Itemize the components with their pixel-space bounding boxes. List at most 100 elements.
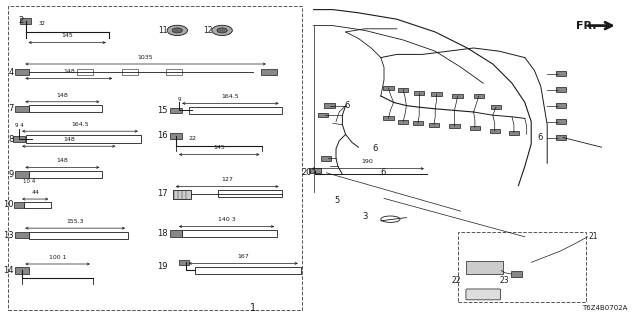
Text: 6: 6: [538, 133, 543, 142]
Bar: [170, 230, 182, 237]
Text: 9: 9: [177, 97, 181, 102]
Text: 6: 6: [344, 101, 349, 110]
Bar: [166, 69, 182, 75]
Text: 9: 9: [9, 170, 14, 179]
Bar: [170, 108, 182, 113]
Bar: [324, 103, 335, 108]
Text: 22: 22: [451, 276, 461, 285]
Text: T6Z4B0702A: T6Z4B0702A: [582, 305, 627, 311]
Bar: [309, 168, 321, 173]
Bar: [413, 121, 423, 125]
Bar: [15, 232, 29, 238]
Text: 32: 32: [38, 21, 45, 26]
Text: 20: 20: [301, 168, 312, 177]
Bar: [189, 107, 282, 114]
Bar: [321, 156, 331, 161]
Bar: [8, 6, 302, 310]
Bar: [414, 91, 424, 95]
Bar: [77, 69, 93, 75]
Bar: [458, 232, 586, 302]
Text: FR.: FR.: [576, 20, 596, 31]
Text: 23: 23: [499, 276, 509, 285]
Text: 22: 22: [189, 136, 197, 141]
Text: 10 4: 10 4: [22, 179, 35, 184]
Circle shape: [217, 28, 227, 33]
Bar: [13, 136, 25, 142]
Text: 9 4: 9 4: [15, 123, 24, 128]
Text: 167: 167: [237, 254, 249, 259]
Bar: [170, 133, 182, 139]
Text: 148: 148: [63, 69, 75, 74]
Bar: [15, 267, 29, 274]
Text: 148: 148: [56, 92, 68, 98]
Bar: [182, 230, 277, 237]
Bar: [556, 103, 566, 108]
Text: 14: 14: [4, 266, 14, 275]
Text: 17: 17: [157, 189, 168, 198]
Bar: [491, 105, 501, 109]
Bar: [452, 94, 463, 98]
Bar: [318, 113, 328, 117]
Bar: [429, 123, 439, 127]
Text: 21: 21: [589, 232, 598, 241]
Text: 145: 145: [213, 145, 225, 150]
Bar: [29, 105, 102, 112]
Text: 16: 16: [157, 132, 168, 140]
Text: 5: 5: [334, 196, 339, 205]
Text: 12: 12: [203, 26, 212, 35]
Ellipse shape: [381, 216, 400, 222]
Bar: [15, 106, 29, 112]
Bar: [449, 124, 460, 128]
Text: 190: 190: [362, 159, 374, 164]
Circle shape: [167, 25, 188, 36]
Bar: [24, 202, 51, 208]
Bar: [556, 87, 566, 92]
Text: 155.3: 155.3: [67, 219, 84, 224]
Bar: [383, 86, 394, 90]
Text: 148: 148: [56, 158, 68, 163]
Bar: [470, 126, 480, 130]
FancyBboxPatch shape: [466, 289, 500, 300]
Bar: [431, 92, 442, 96]
Bar: [179, 260, 189, 265]
Text: 145: 145: [61, 33, 73, 38]
Bar: [490, 129, 500, 133]
Text: 127: 127: [221, 177, 233, 182]
Bar: [195, 267, 301, 274]
Text: 13: 13: [3, 231, 14, 240]
Text: 3: 3: [363, 212, 368, 221]
Bar: [261, 69, 276, 75]
Text: 140 3: 140 3: [218, 217, 236, 222]
Text: 148: 148: [63, 137, 75, 142]
Text: 100 1: 100 1: [49, 255, 67, 260]
Text: 6: 6: [381, 168, 386, 177]
Circle shape: [212, 25, 232, 36]
Text: 18: 18: [157, 229, 168, 238]
Bar: [398, 120, 408, 124]
Bar: [509, 131, 519, 135]
Text: 2: 2: [19, 16, 24, 25]
Bar: [466, 261, 503, 274]
Text: 164.5: 164.5: [221, 94, 239, 99]
Text: 7: 7: [9, 104, 14, 113]
Text: 11: 11: [158, 26, 168, 35]
Bar: [474, 94, 484, 98]
Bar: [556, 71, 566, 76]
Bar: [29, 171, 102, 178]
Text: 44: 44: [31, 190, 39, 195]
Bar: [15, 202, 24, 208]
Text: 19: 19: [157, 262, 168, 271]
Bar: [218, 190, 282, 197]
Bar: [398, 88, 408, 92]
Text: 15: 15: [157, 106, 168, 115]
Bar: [122, 69, 138, 75]
Text: 164.5: 164.5: [71, 122, 89, 127]
Text: 6: 6: [372, 144, 378, 153]
Bar: [556, 119, 566, 124]
Bar: [556, 135, 566, 140]
Text: 4: 4: [9, 68, 14, 76]
Bar: [383, 116, 394, 120]
Bar: [173, 190, 191, 199]
Bar: [20, 18, 31, 24]
Text: 1035: 1035: [138, 55, 154, 60]
